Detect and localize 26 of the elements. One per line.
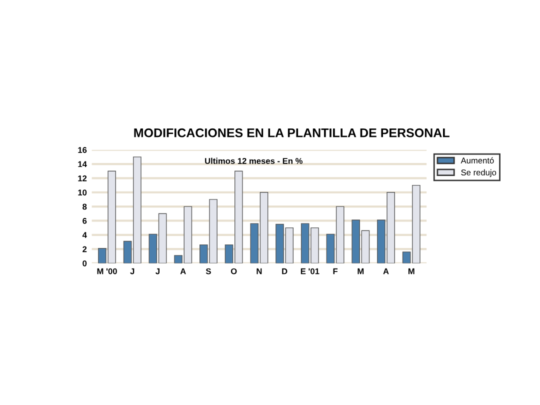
x-tick-label: A: [383, 268, 389, 274]
x-tick-label: M '00: [97, 268, 117, 274]
y-tick-label: 14: [78, 161, 87, 168]
y-tick-label: 16: [78, 147, 87, 153]
x-tick-label: E '01: [300, 268, 320, 274]
y-tick-label: 0: [82, 260, 87, 266]
legend-label: Se redujo: [461, 169, 496, 178]
legend-label: Aumentó: [460, 157, 494, 164]
x-tick-label: A: [180, 268, 186, 274]
y-tick-label: 8: [82, 204, 87, 210]
text: Ultimos 12 meses - En %: [205, 158, 303, 164]
x-tick-label: J: [156, 268, 160, 274]
y-tick-label: 10: [78, 190, 87, 196]
x-tick-label: F: [333, 268, 338, 274]
x-tick-label: D: [282, 268, 288, 274]
y-tick-label: 6: [82, 218, 87, 224]
y-tick-label: 12: [78, 175, 87, 182]
x-tick-label: S: [206, 268, 211, 274]
x-tick-label: M: [358, 268, 364, 274]
y-tick-label: 4: [82, 232, 87, 238]
y-tick-label: 2: [82, 246, 87, 252]
x-tick-label: O: [230, 268, 237, 274]
x-tick-label: M: [408, 268, 414, 274]
chart-title: MODIFICACIONES EN LA PLANTILLA DE PERSONAL: [134, 128, 450, 138]
x-tick-label: N: [256, 268, 262, 274]
x-tick-label: J: [130, 268, 134, 274]
